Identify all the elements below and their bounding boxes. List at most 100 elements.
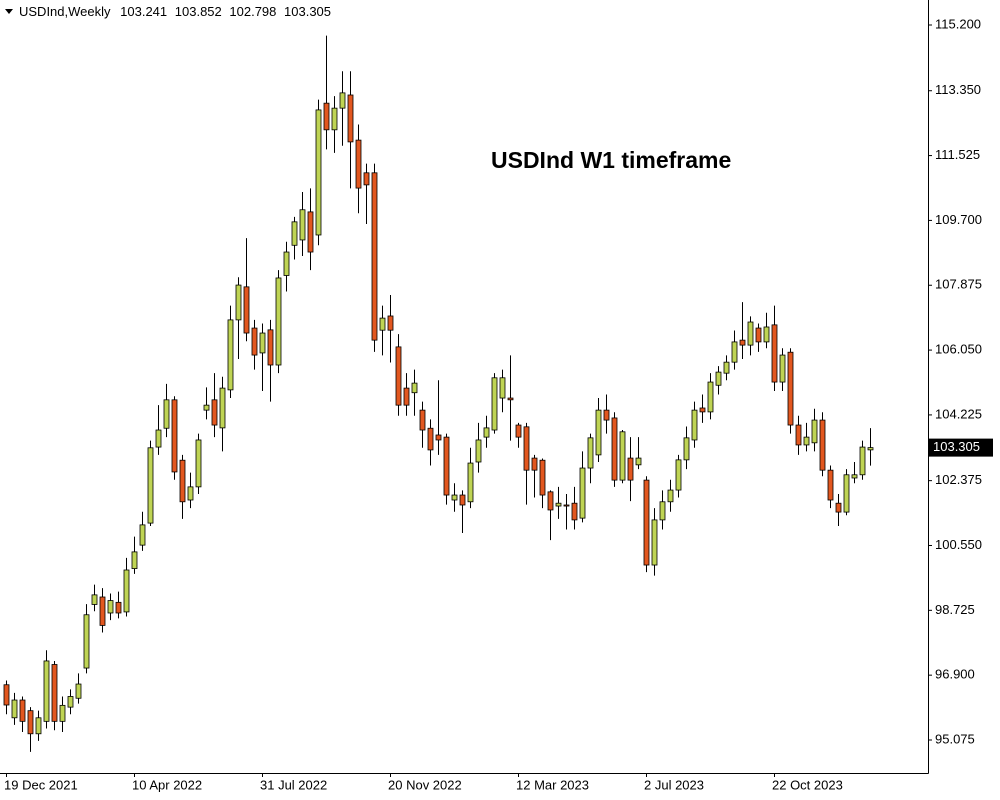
candle-body: [803, 436, 810, 446]
candle-body: [131, 551, 138, 569]
candle-body: [99, 596, 106, 626]
candle-body: [67, 696, 74, 708]
candle-body: [27, 710, 34, 735]
candle-body: [219, 387, 226, 429]
candle-body: [171, 399, 178, 473]
candle-body: [683, 437, 690, 461]
candle-body: [243, 286, 250, 334]
candle-body: [283, 251, 290, 276]
candle-body: [691, 409, 698, 441]
candle-body: [291, 221, 298, 246]
candle-body: [747, 321, 754, 346]
annotation: USDInd W1 timeframe: [491, 147, 731, 173]
x-tick-label: 22 Oct 2023: [772, 777, 843, 792]
y-tick-label: 98.725: [935, 602, 975, 617]
candle-body: [259, 332, 266, 354]
candle-body: [579, 467, 586, 519]
candle-body: [539, 459, 546, 496]
candle-body: [603, 409, 610, 421]
candle-body: [179, 459, 186, 503]
candle-body: [123, 569, 130, 613]
candle-body: [507, 397, 514, 401]
candle-body: [307, 211, 314, 253]
candle-body: [827, 469, 834, 501]
candle-body: [835, 502, 842, 513]
header-icon: [5, 9, 13, 14]
candle-body: [819, 419, 826, 471]
candle-body: [235, 284, 242, 321]
candle-body: [347, 94, 354, 143]
candle-body: [43, 660, 50, 722]
candle-body: [547, 491, 554, 511]
candle-body: [467, 462, 474, 503]
y-tick-label: 107.875: [935, 277, 982, 292]
candle-body: [859, 446, 866, 476]
candle-body: [211, 399, 218, 426]
candle-body: [187, 486, 194, 501]
candle-body: [811, 419, 818, 444]
candle-body: [595, 409, 602, 456]
candle-body: [19, 699, 26, 722]
y-tick-label: 109.700: [935, 212, 982, 227]
candle-body: [739, 339, 746, 346]
candle-body: [59, 704, 66, 722]
candle-body: [91, 594, 98, 605]
candle-body: [451, 494, 458, 501]
candle-body: [195, 439, 202, 488]
candle-body: [635, 457, 642, 466]
candle-body: [83, 614, 90, 669]
candle-body: [427, 427, 434, 451]
candle-body: [651, 519, 658, 566]
candle-body: [315, 109, 322, 236]
current-price-box: [929, 438, 993, 457]
candle-body: [35, 717, 42, 735]
header-low: 102.798: [229, 4, 276, 19]
candle-body: [667, 489, 674, 503]
candle-body: [795, 424, 802, 446]
candle-body: [355, 139, 362, 189]
header: USDInd,Weekly 103.241 103.852 102.798 10…: [19, 4, 331, 19]
candle-body: [339, 92, 346, 109]
candle-body: [411, 382, 418, 394]
candle-body: [571, 502, 578, 521]
candle-body: [379, 317, 386, 331]
header-open: 103.241: [120, 4, 167, 19]
candle-body: [395, 346, 402, 406]
candle-body: [227, 319, 234, 391]
current-price-label: 103.305: [933, 439, 980, 454]
candle-body: [523, 426, 530, 471]
candle-body: [659, 501, 666, 521]
candle-body: [75, 683, 82, 699]
x-tick-label: 10 Apr 2022: [132, 777, 202, 792]
x-tick-label: 20 Nov 2022: [388, 777, 462, 792]
candle-body: [363, 172, 370, 186]
candle-body: [147, 447, 154, 524]
candle-body: [731, 341, 738, 363]
y-tick-label: 104.225: [935, 406, 982, 421]
candle-body: [3, 684, 10, 706]
y-tick-label: 115.200: [935, 16, 981, 31]
candle-body: [627, 457, 634, 481]
x-tick-label: 2 Jul 2023: [644, 777, 704, 792]
y-tick-label: 102.375: [935, 472, 982, 487]
header-close: 103.305: [284, 4, 331, 19]
candle-body: [371, 172, 378, 341]
candle-body: [251, 327, 258, 356]
candle-body: [843, 474, 850, 513]
candle-body: [267, 329, 274, 366]
candle-body: [531, 457, 538, 471]
candle-body: [387, 315, 394, 331]
candle-body: [203, 404, 210, 411]
candle-body: [275, 277, 282, 366]
candle-body: [323, 102, 330, 131]
candle-body: [499, 377, 506, 399]
candle-body: [419, 409, 426, 431]
y-tick-label: 96.900: [935, 667, 975, 682]
x-tick-label: 31 Jul 2022: [260, 777, 327, 792]
candle-body: [643, 479, 650, 566]
x-tick-label: 12 Mar 2023: [516, 777, 589, 792]
candle-body: [555, 502, 562, 507]
candle-body: [787, 351, 794, 426]
